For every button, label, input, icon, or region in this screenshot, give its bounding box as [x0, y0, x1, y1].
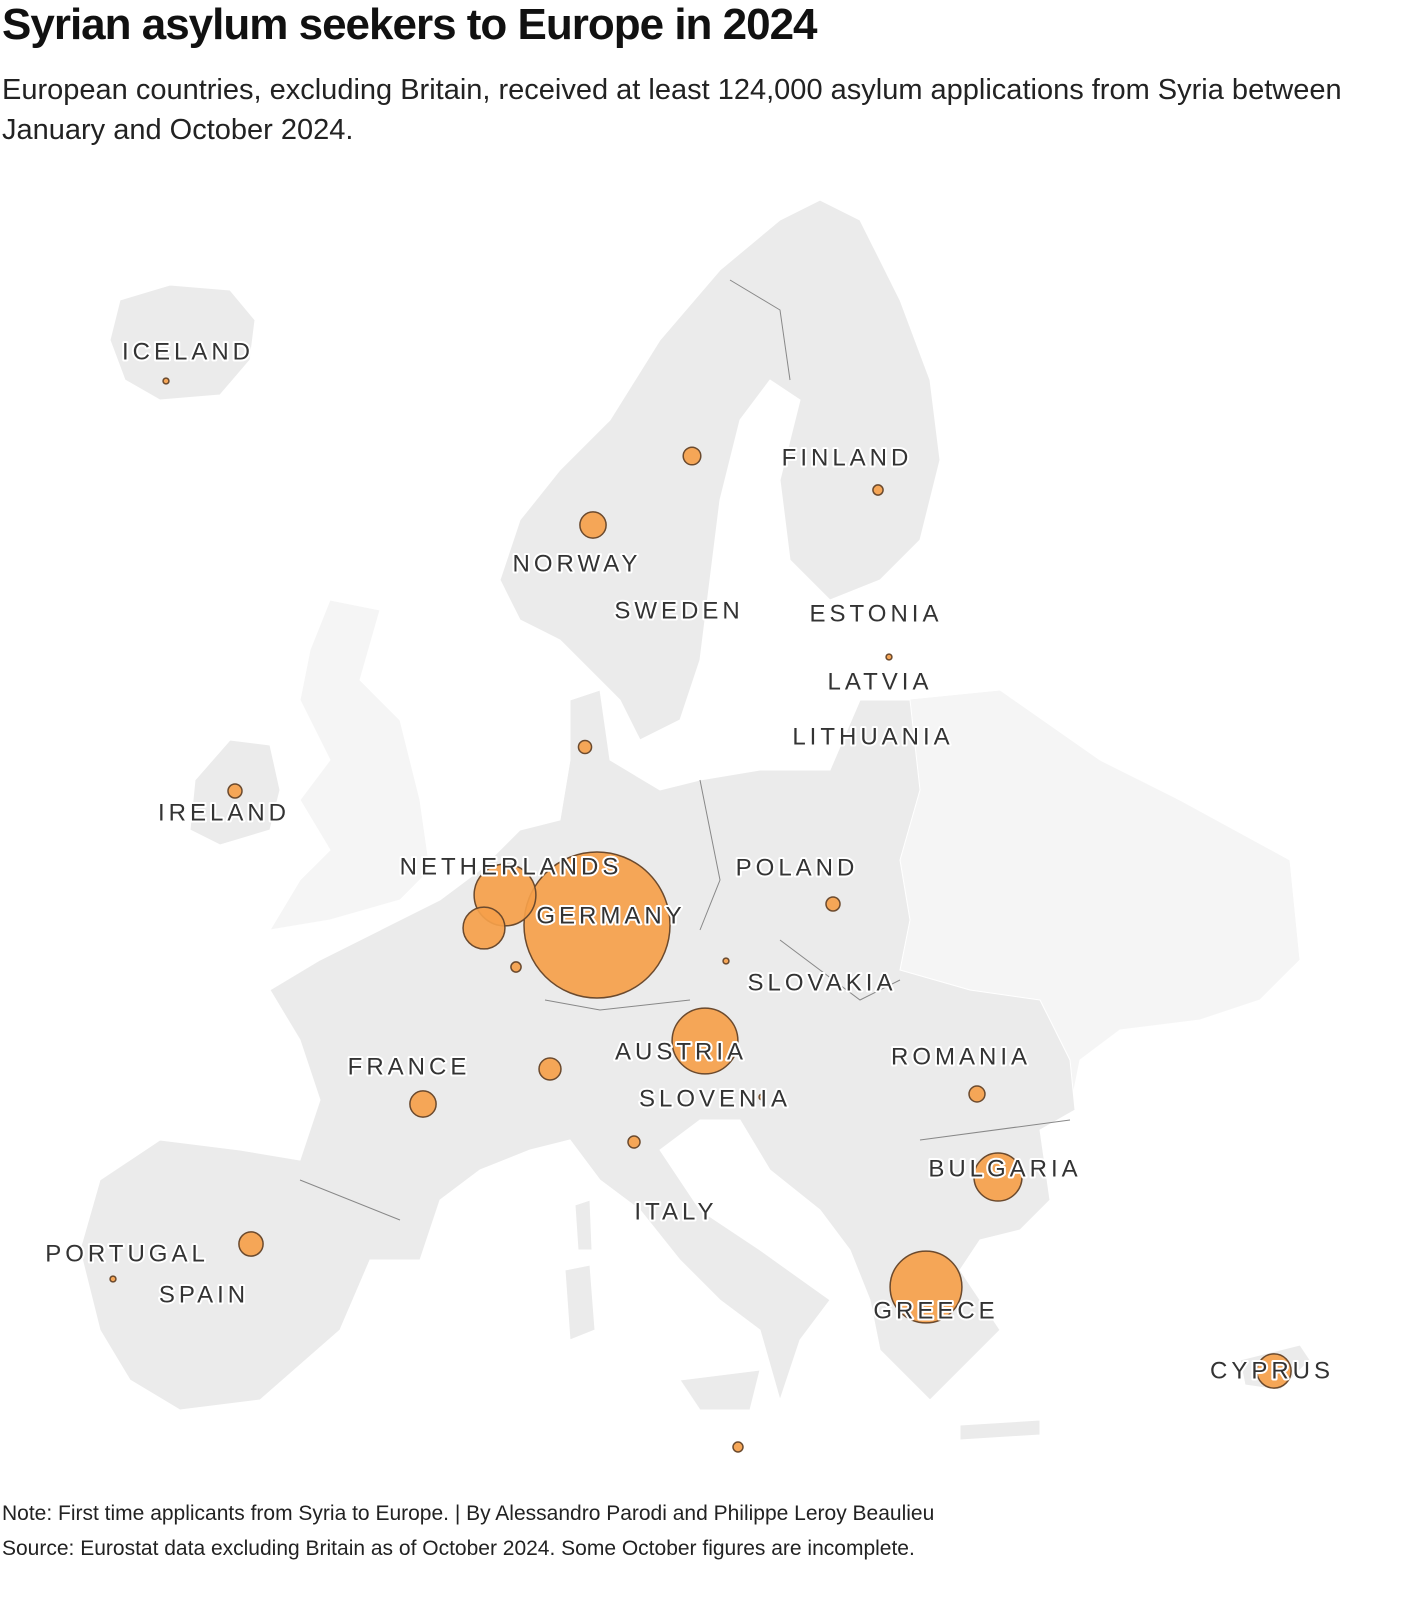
land-britain [269, 599, 431, 931]
country-label: SPAIN [159, 1281, 249, 1308]
labels: ICELAND NORWAY SWEDEN FINLAND ESTONIA LATVIA L… [43, 336, 1334, 1386]
land-iceland [109, 284, 256, 401]
country-label: SWEDEN [614, 597, 743, 624]
bubble [758, 1093, 766, 1101]
bubble [510, 961, 522, 973]
bubble [671, 1007, 739, 1075]
country-label: GREECE [873, 1297, 998, 1324]
country-label: IRELAND [158, 799, 290, 826]
bubbles [109, 377, 1292, 1453]
title: Syrian asylum seekers to Europe in 2024 [2, 0, 818, 49]
land-crete [959, 1419, 1041, 1441]
country-label: AUSTRIA [615, 1038, 747, 1065]
country-label: ROMANIA [891, 1043, 1031, 1070]
bubble [885, 653, 893, 661]
basemap [79, 199, 1311, 1441]
bubble [973, 1152, 1023, 1202]
bubble [682, 446, 702, 466]
country-label: NETHERLANDS [400, 853, 623, 880]
note: Note: First time applicants from Syria t… [2, 1502, 935, 1525]
country-label: SLOVENIA [639, 1085, 791, 1112]
land-mainland [79, 689, 1076, 1411]
land-sicily [679, 1369, 761, 1411]
country-label: CYPRUS [1210, 1357, 1334, 1384]
country-label: LITHUANIA [792, 723, 953, 750]
bubble [1256, 1353, 1292, 1389]
country-label: FRANCE [348, 1053, 471, 1080]
country-label: POLAND [736, 854, 859, 881]
bubble [889, 1250, 963, 1324]
source: Source: Eurostat data excluding Britain … [2, 1537, 915, 1560]
land-scandinavia [499, 199, 941, 741]
country-label: NORWAY [513, 550, 642, 577]
country-label: PORTUGAL [45, 1240, 209, 1267]
country-label: ICELAND [122, 338, 254, 365]
land-sardinia [564, 1264, 596, 1341]
bubble [409, 1090, 437, 1118]
bubble [872, 484, 884, 496]
bubble [523, 851, 671, 999]
country-label: ESTONIA [810, 600, 943, 627]
bubble [968, 1085, 986, 1103]
bubble [538, 1057, 562, 1081]
bubble [227, 783, 243, 799]
subtitle: European countries, excluding Britain, r… [2, 74, 1342, 146]
country-label: ITALY [634, 1198, 717, 1225]
bubble [238, 1231, 264, 1257]
country-label: FINLAND [782, 444, 913, 471]
bubble [732, 1441, 744, 1453]
country-label: LATVIA [828, 668, 933, 695]
bubble [579, 511, 607, 539]
bubble [109, 1275, 117, 1283]
country-label: BULGARIA [928, 1155, 1081, 1182]
bubble [627, 1135, 641, 1149]
border [299, 279, 1071, 1221]
land-corsica [574, 1199, 593, 1251]
bubble [825, 896, 841, 912]
country-label: GERMANY [536, 902, 685, 929]
country-label: SLOVAKIA [748, 969, 897, 996]
bubble [162, 377, 170, 385]
bubble [577, 739, 593, 755]
bubble [462, 906, 506, 950]
bubble [722, 957, 730, 965]
